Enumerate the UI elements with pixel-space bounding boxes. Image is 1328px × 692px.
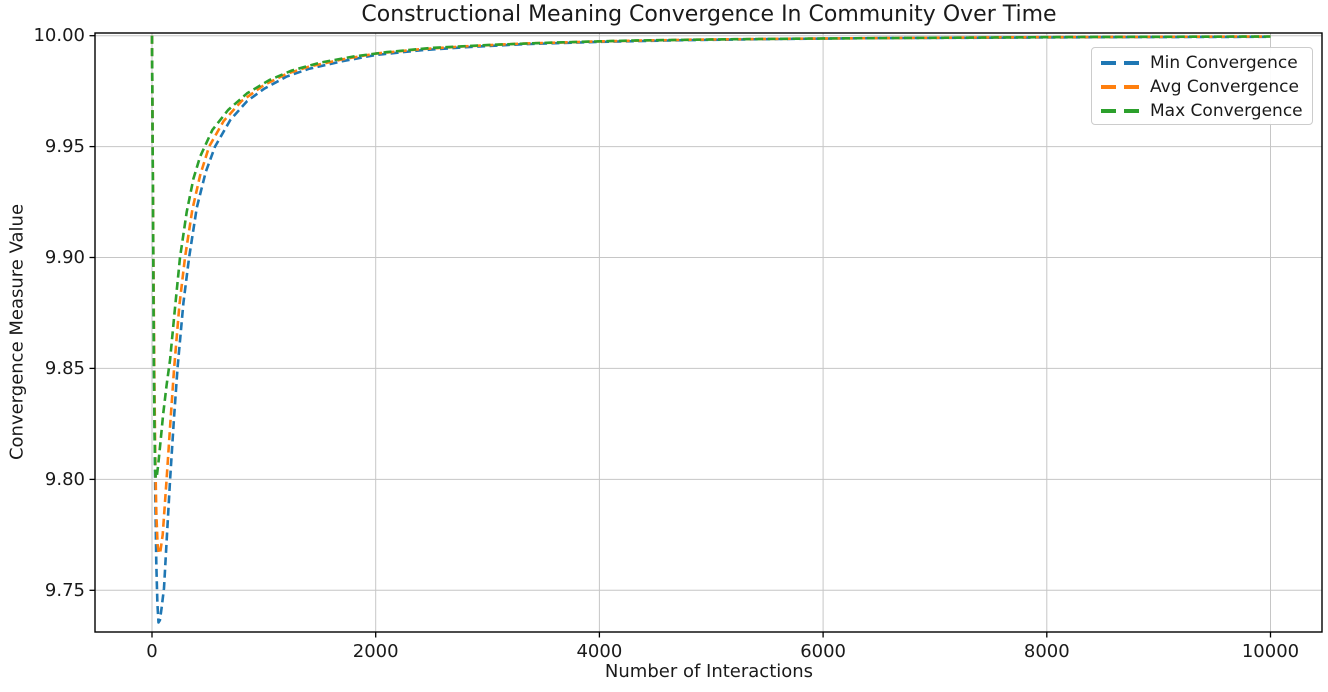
x-tick-label: 8000 [1024,641,1070,662]
chart-title: Constructional Meaning Convergence In Co… [361,2,1057,27]
x-tick-label: 2000 [353,641,399,662]
legend-label-avg: Avg Convergence [1150,77,1299,97]
x-tick-label: 10000 [1242,641,1299,662]
y-tick-label: 9.85 [45,358,85,379]
legend-item-max: Max Convergence [1101,99,1303,123]
x-axis-label: Number of Interactions [604,661,814,682]
y-tick-label: 9.90 [45,247,85,268]
x-tick-label: 0 [146,641,157,662]
legend-item-min: Min Convergence [1101,51,1303,75]
series-line-max-convergence [150,35,1271,480]
legend-item-avg: Avg Convergence [1101,75,1303,99]
legend-label-max: Max Convergence [1150,101,1303,121]
avg-convergence-line-swatch [1101,85,1139,89]
min-convergence-line-swatch [1101,61,1139,65]
y-tick-label: 10.00 [33,25,85,46]
legend: Min Convergence Avg Convergence Max Conv… [1091,47,1313,125]
y-tick-label: 9.80 [45,469,85,490]
legend-label-min: Min Convergence [1150,53,1298,73]
x-tick-label: 4000 [576,641,622,662]
y-axis-label: Convergence Measure Value [6,203,28,461]
y-tick-label: 9.95 [45,136,85,157]
axes-frame [94,32,1323,633]
y-tick-label: 9.75 [45,580,85,601]
x-tick-label: 6000 [800,641,846,662]
series-line-avg-convergence [150,35,1271,555]
max-convergence-line-swatch [1101,109,1139,113]
